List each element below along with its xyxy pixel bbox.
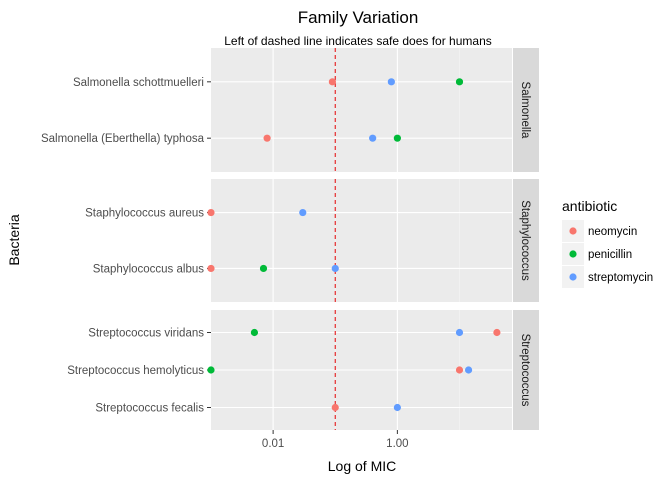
legend-label: streptomycin	[588, 272, 653, 284]
facet-panel: Staphylococcus aureus Staphylococcus albu…	[85, 179, 539, 302]
point-neomycin	[493, 328, 501, 337]
x-axis: 0.01 1.00	[262, 430, 409, 450]
legend-label: neomycin	[588, 226, 637, 238]
facet-strip	[513, 48, 539, 172]
point-penicillin	[393, 134, 401, 142]
x-tick-label: 0.01	[262, 438, 284, 450]
facet-strip-label: Staphylococcus	[519, 200, 531, 281]
point-neomycin	[207, 264, 215, 273]
chart-title: Family Variation	[298, 8, 419, 27]
facet-panel: Streptococcus viridans Streptococcus hemo…	[67, 310, 539, 430]
legend-dot-neomycin	[569, 227, 577, 235]
point-penicillin	[250, 328, 259, 337]
point-streptomycin	[299, 208, 307, 217]
chart-subtitle: Left of dashed line indicates safe does …	[224, 34, 492, 48]
facet-strip-label: Salmonella	[519, 82, 531, 139]
point-penicillin	[207, 366, 215, 374]
legend-item: neomycin	[562, 220, 637, 242]
point-neomycin	[455, 366, 464, 374]
y-tick-label: Salmonella schottmuelleri	[73, 77, 204, 89]
y-tick-label: Streptococcus hemolyticus	[67, 365, 204, 377]
point-penicillin	[455, 78, 464, 86]
y-tick-label: Salmonella (Eberthella) typhosa	[41, 133, 205, 145]
point-neomycin	[331, 403, 339, 412]
y-tick-label: Streptococcus viridans	[88, 328, 204, 340]
facet-panel: Salmonella schottmuelleri Salmonella (Ebe…	[41, 48, 539, 172]
facet-strip	[513, 310, 539, 430]
point-streptomycin	[455, 328, 464, 337]
point-neomycin	[263, 134, 271, 142]
point-streptomycin	[331, 264, 339, 273]
y-tick-label: Staphylococcus albus	[93, 263, 204, 275]
legend: antibiotic neomycin penicillin streptomycin	[562, 198, 653, 288]
point-streptomycin	[393, 403, 401, 412]
panel-background	[211, 179, 512, 302]
legend-label: penicillin	[588, 249, 632, 261]
facet-strip	[513, 179, 539, 302]
legend-dot-streptomycin	[569, 273, 577, 281]
x-axis-title: Log of MIC	[328, 458, 396, 474]
point-streptomycin	[387, 78, 395, 86]
y-axis-title: Bacteria	[6, 214, 22, 266]
legend-dot-penicillin	[569, 250, 577, 258]
facet-strip-label: Streptococcus	[519, 334, 531, 407]
y-tick-label: Streptococcus fecalis	[95, 403, 204, 415]
point-streptomycin	[464, 366, 473, 374]
y-tick-label: Staphylococcus aureus	[85, 208, 204, 220]
point-neomycin	[328, 78, 337, 86]
panel-background	[211, 48, 512, 172]
point-penicillin	[259, 264, 268, 273]
legend-item: penicillin	[562, 243, 632, 265]
x-tick-label: 1.00	[386, 438, 408, 450]
legend-title: antibiotic	[562, 198, 617, 214]
point-streptomycin	[369, 134, 377, 142]
point-neomycin	[207, 208, 215, 217]
facet-panels: Salmonella schottmuelleri Salmonella (Ebe…	[41, 48, 539, 430]
legend-item: streptomycin	[562, 266, 653, 288]
